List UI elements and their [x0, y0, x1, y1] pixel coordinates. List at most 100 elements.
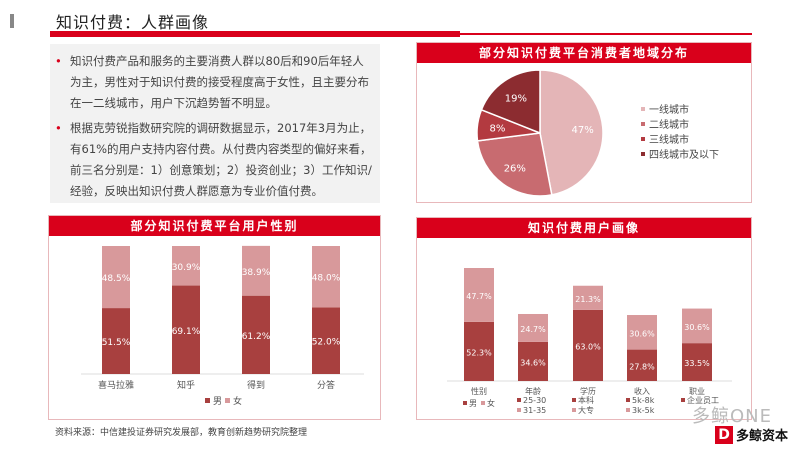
bar-label: 52.3%	[466, 348, 492, 357]
legend-swatch	[572, 398, 576, 402]
gender-chart: 51.5% 48.5% 喜马拉雅 69.1% 30.9% 知乎 61.2% 38.9% 得到 52…	[81, 245, 364, 407]
bar-female	[102, 246, 130, 309]
legend-label: 本科	[578, 395, 594, 405]
legend-label: 31-35	[523, 406, 546, 415]
title-underline	[50, 31, 460, 37]
logo: D 多鲸资本	[715, 425, 788, 444]
legend-swatch	[641, 122, 645, 126]
bar-label: 63.0%	[575, 342, 601, 351]
bar-bottom	[573, 309, 603, 381]
bar-label: 30.6%	[629, 329, 655, 338]
bar-label: 48.0%	[312, 274, 341, 284]
legend-swatch	[517, 398, 521, 402]
legend-label: 一线城市	[649, 103, 689, 116]
bar-label: 24.7%	[520, 325, 546, 334]
bar-label: 61.2%	[242, 332, 271, 342]
pie-label: 26%	[504, 164, 526, 175]
profile-panel: 知识付费用户画像 52.3% 47.7% 性别男 女 34.6% 24.7% 年龄 25-30…	[416, 217, 752, 420]
bar-label: 48.5%	[102, 274, 131, 284]
legend-swatch	[626, 408, 630, 412]
bar-male	[172, 285, 200, 374]
bar-label: 27.8%	[629, 362, 655, 371]
legend-label: 男	[213, 396, 222, 407]
bar-bottom	[682, 343, 712, 381]
summary-box: 知识付费产品和服务的主要消费人群以80后和90后年轻人为主，男性对于知识付费的接…	[50, 44, 380, 203]
logo-mark: D	[715, 425, 733, 444]
category-label: 得到	[247, 379, 265, 391]
legend-label: 3k-5k	[632, 406, 655, 415]
category-label: 喜马拉雅	[98, 379, 134, 391]
bar-top	[627, 315, 657, 350]
bar-top	[518, 313, 548, 342]
category-label: 收入	[634, 386, 650, 396]
legend-swatch	[626, 398, 630, 402]
legend-label: 二线城市	[649, 118, 689, 131]
pie-label: 47%	[572, 125, 594, 136]
bar-male	[242, 295, 270, 374]
pie-chart: 47% 一线城市 26% 二线城市 8% 三线城市 19% 四线城市及以下	[476, 69, 719, 197]
bar-male	[312, 307, 340, 374]
logo-text: 多鲸资本	[736, 429, 789, 444]
category-label: 分答	[317, 379, 335, 391]
pie-label: 8%	[490, 124, 506, 135]
bar-bottom	[627, 349, 657, 381]
bar-label: 52.0%	[312, 338, 341, 348]
bar-top	[573, 285, 603, 310]
legend-label: 大专	[578, 405, 594, 415]
title-rule	[460, 33, 752, 35]
pie-slice	[476, 132, 553, 197]
bullet-1: 知识付费产品和服务的主要消费人群以80后和90后年轻人为主，男性对于知识付费的接…	[55, 51, 372, 114]
source-note: 资料来源：中信建投证券研究发展部，教育创新趋势研究院整理	[55, 428, 308, 438]
bar-female	[312, 246, 340, 308]
pie-panel: 部分知识付费平台消费者地域分布 47% 一线城市 26% 二线城市 8% 三线城市 19% 四…	[416, 42, 752, 203]
category-label: 年龄	[525, 386, 541, 396]
pie-slice	[480, 69, 541, 135]
bar-bottom	[518, 341, 548, 381]
bar-top	[464, 268, 494, 322]
bar-label: 30.9%	[172, 263, 201, 273]
legend-label: 女	[487, 398, 495, 408]
bar-female	[242, 245, 270, 296]
category-label: 学历	[580, 386, 596, 396]
legend-label: 女	[233, 395, 242, 407]
legend-label: 男	[469, 399, 477, 408]
bar-label: 38.9%	[242, 268, 271, 278]
bar-label: 47.7%	[466, 292, 492, 301]
legend-label: 25-30	[523, 396, 546, 405]
legend-label: 三线城市	[649, 133, 689, 146]
watermark: 多鲸ONE	[692, 406, 773, 427]
section-marker	[10, 14, 14, 28]
bullet-2: 根据克劳锐指数研究院的调研数据显示，2017年3月为止，有61%的用户支持内容付…	[55, 118, 372, 202]
bar-label: 33.5%	[684, 359, 710, 368]
bar-top	[682, 308, 712, 344]
legend-swatch	[225, 398, 230, 403]
pie-slice	[539, 69, 604, 196]
bar-label: 69.1%	[172, 327, 201, 337]
legend-swatch	[463, 401, 467, 405]
bar-label: 30.6%	[684, 323, 710, 332]
pie-label: 19%	[505, 94, 527, 105]
bar-male	[102, 308, 130, 374]
legend-swatch	[205, 398, 210, 403]
bar-bottom	[464, 321, 494, 381]
category-label: 知乎	[177, 379, 195, 391]
legend-swatch	[481, 401, 485, 405]
legend-swatch	[641, 107, 645, 111]
profile-chart-title: 知识付费用户画像	[417, 218, 751, 238]
legend-swatch	[681, 398, 685, 402]
legend-swatch	[641, 152, 645, 156]
gender-panel: 部分知识付费平台用户性别 51.5% 48.5% 喜马拉雅 69.1% 30.9% 知乎 6…	[48, 215, 381, 420]
legend-swatch	[572, 408, 576, 412]
legend-swatch	[517, 408, 521, 412]
legend-label: 5k-8k	[632, 396, 655, 405]
bar-female	[172, 246, 200, 286]
gender-chart-title: 部分知识付费平台用户性别	[49, 216, 380, 236]
page-title: 知识付费：人群画像	[56, 13, 210, 32]
category-label: 职业	[689, 386, 705, 396]
pie-title: 部分知识付费平台消费者地域分布	[417, 43, 751, 63]
legend-label: 四线城市及以下	[649, 148, 719, 161]
bar-label: 21.3%	[575, 295, 601, 304]
legend-label: 企业员工	[687, 395, 719, 405]
legend-swatch	[641, 137, 645, 141]
category-label: 性别	[471, 386, 487, 396]
